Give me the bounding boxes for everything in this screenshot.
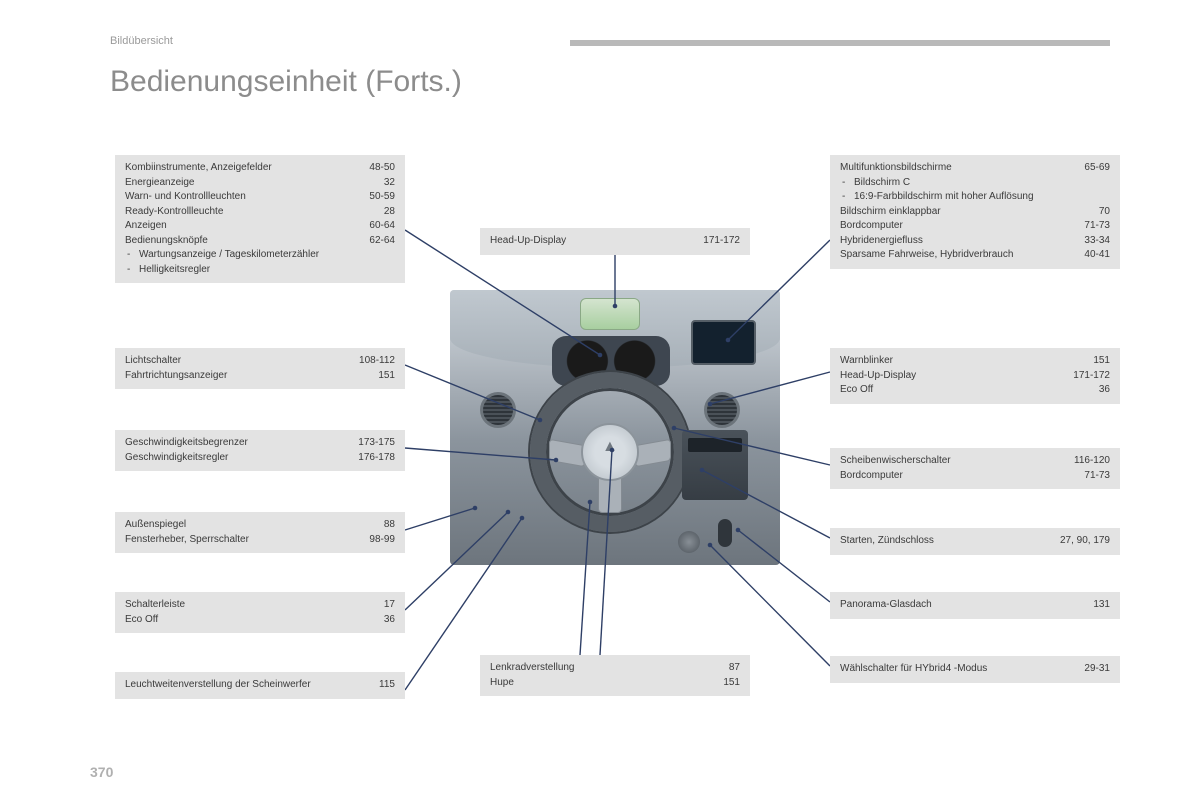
page-title: Bedienungseinheit (Forts.) bbox=[110, 65, 1110, 99]
callout-row: Anzeigen60-64 bbox=[125, 219, 395, 234]
callout-box: Leuchtweitenverstellung der Scheinwerfer… bbox=[115, 672, 405, 699]
callout-box: Geschwindigkeitsbegrenzer173-175Geschwin… bbox=[115, 430, 405, 471]
callout-row: Fahrtrichtungsanzeiger151 bbox=[125, 369, 395, 384]
manual-page: Bildübersicht Bedienungseinheit (Forts.)… bbox=[0, 0, 1200, 800]
callout-row: Scheibenwischerschalter116-120 bbox=[840, 454, 1110, 469]
callout-subrow: Bildschirm C bbox=[840, 176, 1110, 191]
callout-row: Warn- und Kontrollleuchten50-59 bbox=[125, 190, 395, 205]
callout-row: Sparsame Fahrweise, Hybridverbrauch40-41 bbox=[840, 248, 1110, 263]
callout-row: Eco Off36 bbox=[840, 383, 1110, 398]
callout-row: Bedienungsknöpfe62-64 bbox=[125, 234, 395, 249]
callout-row: Kombiinstrumente, Anzeigefelder48-50 bbox=[125, 161, 395, 176]
callout-row: Head-Up-Display171-172 bbox=[490, 234, 740, 249]
callout-row: Warnblinker151 bbox=[840, 354, 1110, 369]
dashboard-illustration: ▲ bbox=[450, 290, 780, 565]
callout-box: Außenspiegel88Fensterheber, Sperrschalte… bbox=[115, 512, 405, 553]
callout-box: Wählschalter für HYbrid4 -Modus29-31 bbox=[830, 656, 1120, 683]
header-rule bbox=[570, 40, 1110, 46]
callout-box: Panorama-Glasdach131 bbox=[830, 592, 1120, 619]
callout-subrow: Helligkeitsregler bbox=[125, 263, 395, 278]
callout-row: Schalterleiste17 bbox=[125, 598, 395, 613]
callout-row: Hupe151 bbox=[490, 676, 740, 691]
callout-row: Starten, Zündschloss27, 90, 179 bbox=[840, 534, 1110, 549]
callout-row: Multifunktionsbildschirme65-69 bbox=[840, 161, 1110, 176]
callout-row: Bordcomputer71-73 bbox=[840, 219, 1110, 234]
callout-row: Head-Up-Display171-172 bbox=[840, 369, 1110, 384]
callout-row: Außenspiegel88 bbox=[125, 518, 395, 533]
callout-box: Lichtschalter108-112Fahrtrichtungsanzeig… bbox=[115, 348, 405, 389]
callout-row: Lichtschalter108-112 bbox=[125, 354, 395, 369]
callout-row: Hybridenergiefluss33-34 bbox=[840, 234, 1110, 249]
callout-box: Kombiinstrumente, Anzeigefelder48-50Ener… bbox=[115, 155, 405, 283]
callout-row: Energieanzeige32 bbox=[125, 176, 395, 191]
callout-row: Eco Off36 bbox=[125, 613, 395, 628]
callout-subrow: 16:9-Farbbildschirm mit hoher Auflösung bbox=[840, 190, 1110, 205]
callout-row: Geschwindigkeitsbegrenzer173-175 bbox=[125, 436, 395, 451]
callout-box: Warnblinker151Head-Up-Display171-172Eco … bbox=[830, 348, 1120, 404]
callout-box: Starten, Zündschloss27, 90, 179 bbox=[830, 528, 1120, 555]
callout-box: Schalterleiste17Eco Off36 bbox=[115, 592, 405, 633]
callout-row: Ready-Kontrollleuchte28 bbox=[125, 205, 395, 220]
callout-box: Scheibenwischerschalter116-120Bordcomput… bbox=[830, 448, 1120, 489]
callout-row: Bildschirm einklappbar70 bbox=[840, 205, 1110, 220]
callout-box: Multifunktionsbildschirme65-69Bildschirm… bbox=[830, 155, 1120, 269]
callout-box: Head-Up-Display171-172 bbox=[480, 228, 750, 255]
callout-row: Geschwindigkeitsregler176-178 bbox=[125, 451, 395, 466]
page-number: 370 bbox=[90, 764, 113, 780]
callout-subrow: Wartungsanzeige / Tageskilometerzähler bbox=[125, 248, 395, 263]
callout-row: Lenkradverstellung87 bbox=[490, 661, 740, 676]
callout-box: Lenkradverstellung87Hupe151 bbox=[480, 655, 750, 696]
callout-row: Panorama-Glasdach131 bbox=[840, 598, 1110, 613]
callout-row: Leuchtweitenverstellung der Scheinwerfer… bbox=[125, 678, 395, 693]
callout-row: Wählschalter für HYbrid4 -Modus29-31 bbox=[840, 662, 1110, 677]
callout-row: Fensterheber, Sperrschalter98-99 bbox=[125, 533, 395, 548]
callout-row: Bordcomputer71-73 bbox=[840, 469, 1110, 484]
